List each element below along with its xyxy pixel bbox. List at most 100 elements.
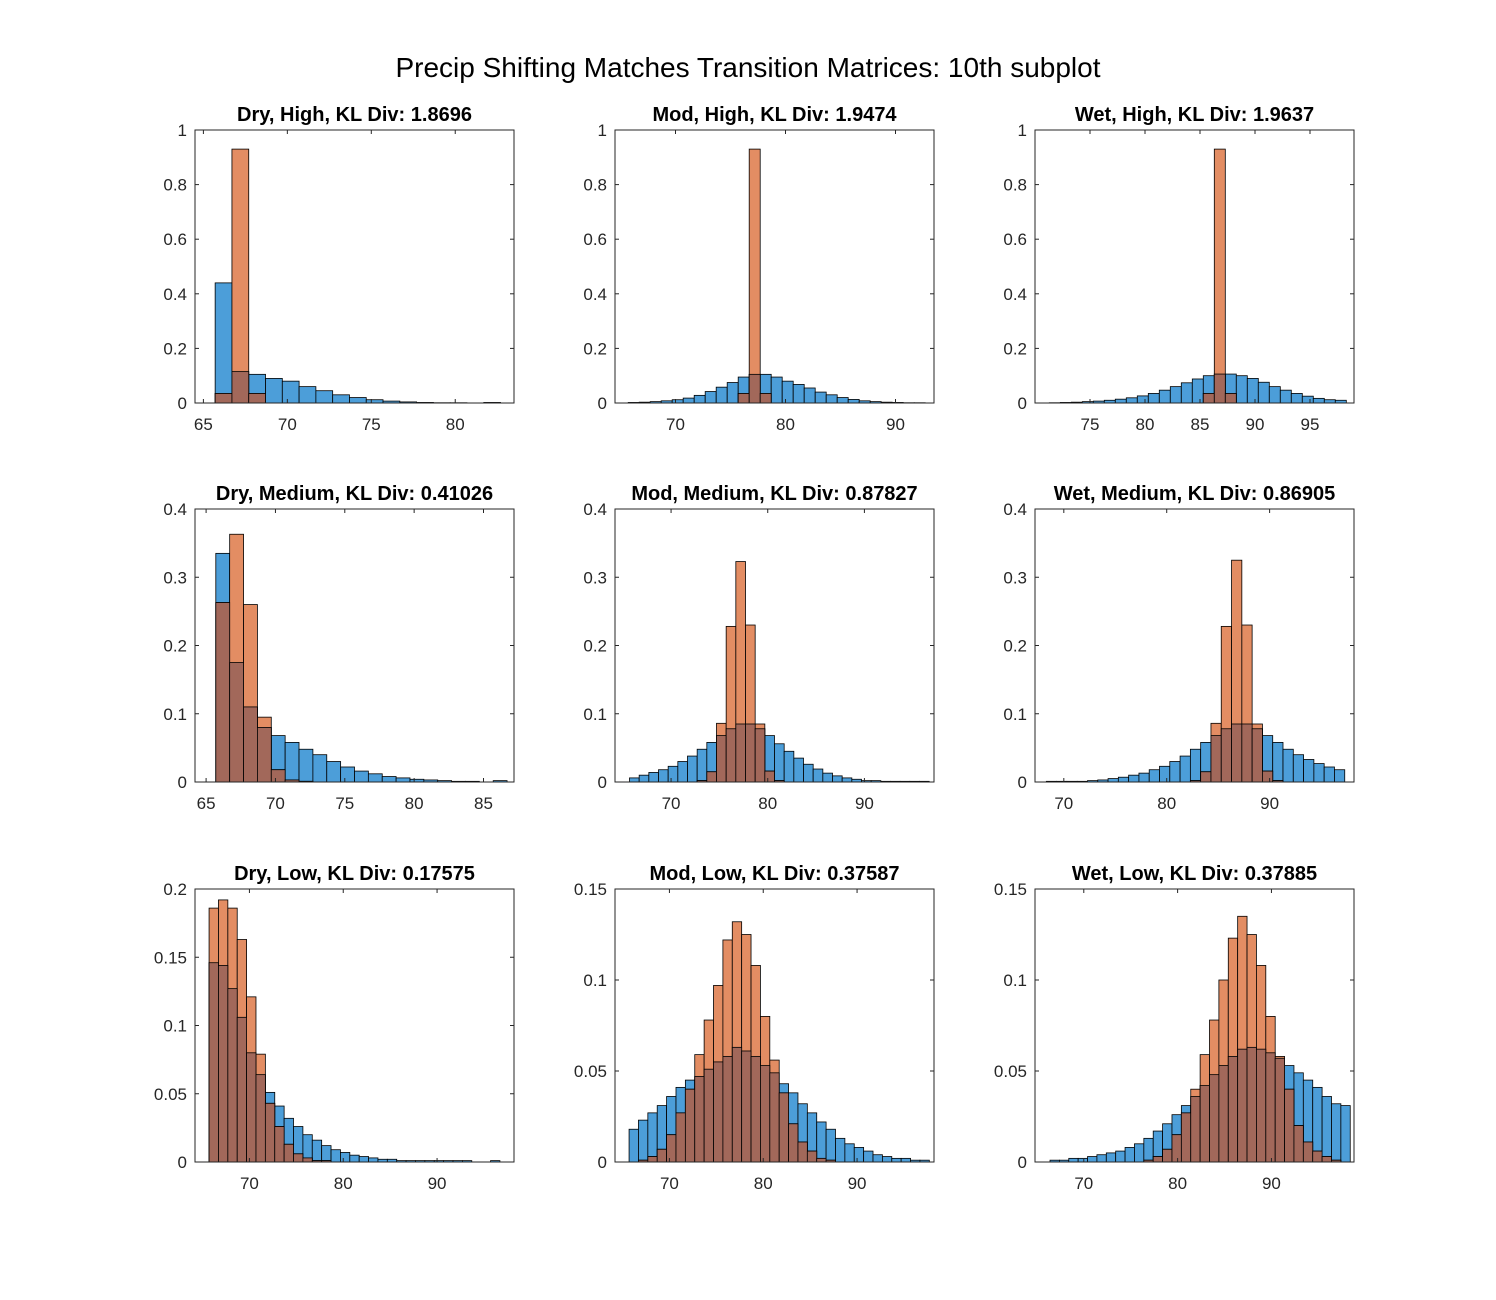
- bar-series-1: [326, 761, 342, 783]
- bar-series-1: [321, 1145, 332, 1163]
- bar-series-1: [832, 775, 843, 783]
- bar-series-1: [358, 1156, 369, 1163]
- bar-series-1: [803, 763, 814, 783]
- y-tick-label: 0.2: [1003, 339, 1027, 358]
- bar-series-1: [844, 1143, 855, 1163]
- bar-series-1: [841, 777, 853, 783]
- bar-overlap: [1293, 1125, 1304, 1163]
- histogram-panel-5: Mod, Medium, KL Div: 0.87827 0 0.1 0.2 0.3 0.…: [583, 483, 935, 813]
- y-tick-label: 0.15: [154, 948, 187, 967]
- y-tick-label: 0.1: [583, 705, 607, 724]
- x-tick-label: 75: [1081, 415, 1100, 434]
- bar-series-1: [1303, 759, 1315, 783]
- bar-overlap: [647, 1156, 658, 1163]
- bar-overlap: [1152, 1156, 1163, 1163]
- bar-overlap: [722, 1056, 733, 1163]
- bar-overlap: [764, 770, 775, 783]
- bar-overlap: [1251, 728, 1263, 783]
- bar-series-1: [340, 1152, 351, 1163]
- x-tick-label: 95: [1301, 415, 1320, 434]
- y-tick-label: 0.15: [574, 880, 607, 899]
- bar-series-1: [1179, 755, 1191, 783]
- bar-series-1: [872, 1154, 883, 1163]
- y-tick-label: 0.8: [583, 176, 607, 195]
- histogram-panel-4: Dry, Medium, KL Div: 0.41026 0 0.1 0.2 0.3 0.…: [163, 483, 515, 813]
- y-tick-label: 0: [598, 394, 607, 413]
- bar-series-1: [1272, 742, 1284, 783]
- bar-overlap: [274, 1126, 285, 1163]
- y-tick-label: 0.4: [583, 285, 607, 304]
- bar-series-2: [1213, 148, 1226, 404]
- bar-series-1: [847, 399, 860, 404]
- bar-overlap: [684, 1088, 696, 1163]
- x-tick-label: 80: [446, 415, 465, 434]
- x-tick-label: 85: [1191, 415, 1210, 434]
- bar-overlap: [1220, 728, 1232, 783]
- bar-series-1: [298, 386, 317, 404]
- bar-overlap: [255, 1074, 266, 1163]
- bar-series-1: [312, 754, 328, 783]
- figure-title: Precip Shifting Matches Transition Matri…: [395, 52, 1101, 83]
- bar-series-1: [1191, 378, 1204, 404]
- bar-series-1: [1292, 754, 1304, 783]
- bar-series-1: [349, 397, 367, 404]
- histogram-panel-2: Mod, High, KL Div: 1.9474 0 0.2 0.4 0.6 0.8 1 7…: [583, 104, 935, 434]
- bar-series-1: [726, 382, 739, 404]
- bar-overlap: [208, 962, 219, 1163]
- bar-series-1: [367, 773, 383, 783]
- bar-overlap: [788, 1123, 799, 1163]
- bar-series-1: [1143, 1137, 1154, 1163]
- x-tick-label: 70: [1074, 1174, 1093, 1193]
- bar-overlap: [725, 728, 737, 783]
- bar-overlap: [816, 1157, 827, 1163]
- y-tick-label: 0.2: [583, 339, 607, 358]
- bar-series-1: [803, 387, 816, 404]
- bar-series-1: [891, 1157, 902, 1163]
- x-tick-label: 90: [1246, 415, 1265, 434]
- y-tick-label: 0.3: [163, 568, 187, 587]
- bar-overlap: [1209, 1074, 1220, 1163]
- y-tick-label: 0.8: [1003, 176, 1027, 195]
- bar-overlap: [236, 1016, 248, 1163]
- bar-series-1: [349, 1154, 360, 1163]
- bar-series-1: [1323, 766, 1335, 783]
- y-tick-label: 0.4: [163, 285, 187, 304]
- y-tick-label: 0: [1018, 1153, 1027, 1172]
- bar-series-1: [1134, 1143, 1145, 1163]
- y-tick-label: 0.8: [163, 176, 187, 195]
- y-tick-label: 0: [1018, 394, 1027, 413]
- bar-overlap: [703, 1068, 714, 1163]
- bar-series-1: [1117, 776, 1130, 783]
- bar-overlap: [283, 1143, 294, 1163]
- x-tick-label: 70: [266, 794, 285, 813]
- bar-overlap: [231, 371, 250, 404]
- bar-overlap: [1227, 1056, 1239, 1163]
- bar-series-1: [1107, 778, 1119, 783]
- x-tick-label: 85: [474, 794, 493, 813]
- bar-overlap: [302, 1157, 313, 1163]
- bar-series-1: [281, 380, 300, 404]
- bar-series-1: [638, 774, 650, 783]
- bar-series-1: [793, 757, 804, 783]
- bar-series-1: [1077, 1157, 1088, 1163]
- bar-overlap: [1274, 1057, 1285, 1163]
- x-tick-label: 70: [1054, 794, 1073, 813]
- bar-overlap: [248, 393, 266, 404]
- bar-overlap: [1210, 735, 1222, 783]
- x-tick-label: 90: [1262, 1174, 1281, 1193]
- x-tick-label: 80: [1157, 794, 1176, 813]
- y-tick-label: 1: [1018, 121, 1027, 140]
- bar-series-1: [863, 1150, 874, 1163]
- bar-series-1: [395, 777, 411, 783]
- y-tick-label: 0.6: [583, 230, 607, 249]
- bar-series-1: [836, 397, 849, 404]
- y-tick-label: 0: [598, 1153, 607, 1172]
- bar-overlap: [293, 1153, 304, 1163]
- bar-series-1: [1114, 398, 1127, 404]
- bar-overlap: [741, 1050, 752, 1163]
- bar-overlap: [246, 1052, 257, 1163]
- bar-series-1: [648, 772, 659, 783]
- bar-series-1: [629, 777, 640, 783]
- axes-box: [614, 888, 935, 1163]
